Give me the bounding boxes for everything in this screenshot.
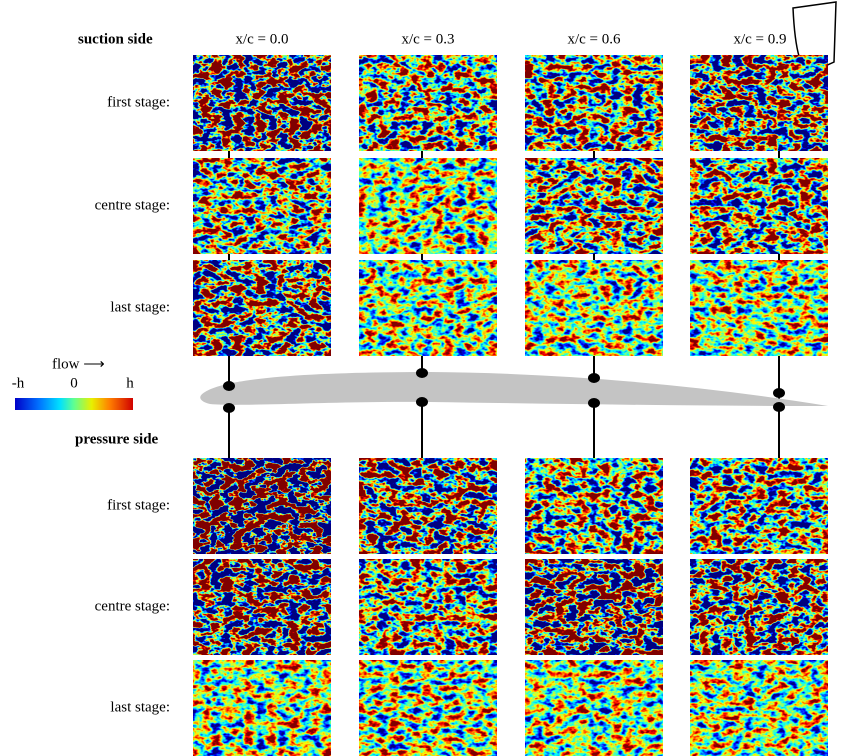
height-map bbox=[193, 260, 331, 356]
height-map bbox=[525, 660, 663, 756]
row-label: first stage: bbox=[107, 497, 170, 513]
probe-dot bbox=[773, 402, 785, 412]
height-map bbox=[525, 260, 663, 356]
colorbar bbox=[15, 398, 133, 410]
height-map bbox=[193, 458, 331, 554]
height-map bbox=[690, 55, 828, 151]
probe-dot bbox=[223, 381, 235, 391]
height-map bbox=[525, 158, 663, 254]
probe-dot bbox=[588, 373, 600, 383]
column-header: x/c = 0.9 bbox=[733, 31, 786, 47]
height-map bbox=[690, 660, 828, 756]
suction-title: suction side bbox=[78, 31, 153, 47]
legend-label: -h bbox=[12, 375, 25, 391]
height-map bbox=[525, 458, 663, 554]
height-map bbox=[359, 158, 497, 254]
height-map bbox=[690, 559, 828, 655]
height-map bbox=[359, 55, 497, 151]
probe-dot bbox=[416, 397, 428, 407]
airfoil bbox=[200, 372, 828, 406]
legend-label: 0 bbox=[70, 375, 78, 391]
height-map bbox=[193, 55, 331, 151]
probe-dot bbox=[416, 368, 428, 378]
legend-label: h bbox=[126, 375, 134, 391]
height-map bbox=[193, 158, 331, 254]
height-map bbox=[359, 458, 497, 554]
row-label: last stage: bbox=[110, 699, 170, 715]
height-map bbox=[193, 660, 331, 756]
figure: suction side pressure side flow ⟶ -h 0 h… bbox=[0, 0, 847, 756]
column-header: x/c = 0.0 bbox=[235, 31, 288, 47]
row-label: centre stage: bbox=[95, 598, 170, 614]
probe-dot bbox=[773, 388, 785, 398]
probe-dot bbox=[223, 403, 235, 413]
height-map bbox=[193, 559, 331, 655]
row-label: centre stage: bbox=[95, 197, 170, 213]
height-map bbox=[525, 55, 663, 151]
column-header: x/c = 0.3 bbox=[401, 31, 454, 47]
probe-dot bbox=[588, 398, 600, 408]
height-map bbox=[525, 559, 663, 655]
column-header: x/c = 0.6 bbox=[567, 31, 621, 47]
height-map bbox=[690, 158, 828, 254]
row-label: last stage: bbox=[110, 299, 170, 315]
height-map bbox=[359, 559, 497, 655]
pressure-title: pressure side bbox=[75, 431, 159, 447]
height-map bbox=[690, 260, 828, 356]
height-map bbox=[359, 260, 497, 356]
row-label: first stage: bbox=[107, 94, 170, 110]
flow-label: flow ⟶ bbox=[52, 356, 105, 372]
figure-canvas: suction side pressure side flow ⟶ -h 0 h… bbox=[0, 0, 847, 756]
height-map bbox=[359, 660, 497, 756]
height-map bbox=[690, 458, 828, 554]
